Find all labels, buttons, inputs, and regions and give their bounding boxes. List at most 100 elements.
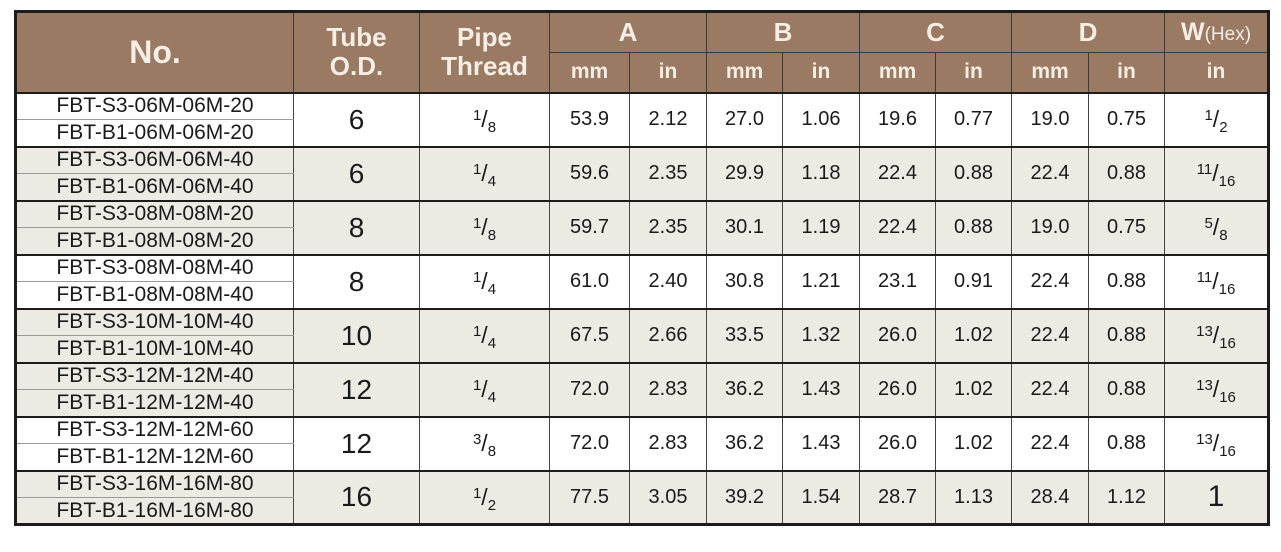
fraction-slash: /: [481, 268, 488, 294]
unit-header-w-in: in: [1164, 52, 1269, 93]
dim-b-mm-cell: 36.2: [706, 361, 783, 417]
dim-c-mm-cell: 26.0: [859, 307, 936, 363]
dim-a-mm-cell: 59.7: [549, 199, 630, 255]
dim-c-mm-cell: 26.0: [859, 415, 936, 471]
fraction: 1/4: [473, 268, 496, 297]
table-row: FBT-B1-08M-08M-40: [15, 281, 1269, 309]
fraction-denominator: 16: [1219, 335, 1236, 352]
dim-a-in-cell: 2.40: [629, 253, 707, 309]
part-number-b1: FBT-B1-10M-10M-40: [15, 335, 294, 363]
table-row: FBT-B1-06M-06M-40: [15, 173, 1269, 201]
fraction-numerator: 1: [472, 377, 482, 394]
fraction-slash: /: [1212, 160, 1219, 186]
pipe-thread-cell: 1/4: [419, 361, 550, 417]
fraction: 1/8: [472, 106, 496, 135]
part-number-b1: FBT-B1-06M-06M-20: [15, 119, 294, 147]
fraction-denominator: 8: [487, 227, 497, 244]
fraction-slash: /: [481, 106, 488, 132]
fraction-numerator: 1: [472, 484, 482, 502]
dim-c-mm-cell: 28.7: [859, 469, 936, 525]
dim-b-mm-cell: 39.2: [706, 469, 783, 525]
fraction-denominator: 8: [1219, 227, 1228, 244]
header-row-main: No. Tube O.D. Pipe Thread A B C D W(Hex): [15, 11, 1269, 93]
dim-a-mm-cell: 67.5: [549, 307, 630, 363]
fraction-numerator: 1: [472, 161, 482, 178]
dim-b-mm-cell: 27.0: [706, 91, 783, 147]
part-number-s3: FBT-S3-08M-08M-20: [15, 199, 294, 228]
header-row-units: mm in mm in mm in mm in in: [16, 52, 1269, 93]
dim-a-in-cell: 2.66: [629, 307, 707, 363]
fraction: 13/16: [1196, 322, 1236, 351]
dim-d-in-cell: 0.88: [1088, 361, 1165, 417]
fraction-denominator: 16: [1218, 173, 1236, 190]
dim-c-mm-cell: 22.4: [859, 199, 936, 255]
column-header-dim-a: A: [549, 11, 707, 53]
dim-b-in-cell: 1.06: [782, 91, 860, 147]
part-number-b1: FBT-B1-06M-06M-40: [15, 173, 294, 201]
fraction-numerator: 11: [1196, 269, 1213, 286]
dim-c-mm-cell: 26.0: [859, 361, 936, 417]
part-number-s3: FBT-S3-16M-16M-80: [15, 469, 294, 498]
fraction-slash: /: [481, 322, 488, 348]
dim-c-mm-cell: 23.1: [859, 253, 936, 309]
dim-c-in-cell: 1.13: [935, 469, 1012, 525]
fraction: 1/2: [472, 484, 496, 513]
pipe-thread-cell: 1/8: [419, 91, 550, 147]
dim-d-mm-cell: 22.4: [1011, 145, 1089, 201]
dim-a-mm-cell: 72.0: [549, 415, 630, 471]
table-row: FBT-B1-10M-10M-40: [15, 335, 1269, 363]
column-header-tube-od: Tube O.D.: [293, 11, 420, 93]
dim-b-in-cell: 1.43: [782, 361, 860, 417]
fraction-slash: /: [1212, 268, 1219, 294]
dim-b-mm-cell: 33.5: [706, 307, 783, 363]
table-row: FBT-B1-12M-12M-60: [15, 443, 1269, 471]
table-header: No. Tube O.D. Pipe Thread A B C D W(Hex)…: [15, 11, 1269, 93]
table-row: FBT-S3-12M-12M-40 12 1/4 72.0 2.83 36.2 1.43 26…: [15, 361, 1269, 417]
fraction: 11/16: [1197, 160, 1236, 189]
fraction-slash: /: [481, 160, 488, 186]
dim-b-in-cell: 1.18: [782, 145, 860, 201]
w-label: W: [1180, 18, 1205, 46]
unit-header-c-mm: mm: [859, 52, 936, 93]
dim-c-in-cell: 1.02: [935, 415, 1012, 471]
unit-header-a-mm: mm: [549, 52, 630, 93]
dim-c-in-cell: 0.91: [935, 253, 1012, 309]
tube-od-cell: 12: [293, 415, 420, 471]
w-hex-cell: 1: [1164, 469, 1269, 525]
fraction-denominator: 8: [487, 443, 497, 460]
dim-c-in-cell: 0.88: [935, 145, 1012, 201]
table-row: FBT-S3-06M-06M-20 6 1/8 53.9 2.12 27.0 1.06 19.…: [15, 91, 1269, 147]
part-number-s3: FBT-S3-12M-12M-40: [15, 361, 294, 390]
fraction-denominator: 16: [1219, 389, 1236, 406]
unit-header-c-in: in: [935, 52, 1012, 93]
tube-od-cell: 12: [293, 361, 420, 417]
fraction-slash: /: [481, 214, 488, 240]
dim-b-in-cell: 1.43: [782, 415, 860, 471]
dim-b-in-cell: 1.21: [782, 253, 860, 309]
part-number-s3: FBT-S3-06M-06M-40: [15, 145, 294, 174]
table-row: FBT-B1-06M-06M-20: [15, 119, 1269, 147]
dim-d-mm-cell: 22.4: [1011, 307, 1089, 363]
fraction-slash: /: [1212, 214, 1220, 240]
unit-header-d-in: in: [1088, 52, 1165, 93]
fraction: 1/4: [473, 322, 496, 351]
fraction-denominator: 2: [487, 496, 497, 514]
fraction-numerator: 1: [472, 215, 482, 232]
w-hex-suffix: (Hex): [1204, 24, 1252, 45]
fraction-numerator: 1: [472, 107, 482, 124]
dim-c-in-cell: 0.77: [935, 91, 1012, 147]
fraction-denominator: 4: [487, 173, 497, 190]
part-number-s3: FBT-S3-06M-06M-20: [15, 91, 294, 120]
column-header-dim-c: C: [859, 11, 1012, 53]
pipe-thread-cell: 1/4: [419, 145, 550, 201]
fraction-denominator: 4: [487, 389, 497, 406]
dim-c-in-cell: 1.02: [935, 307, 1012, 363]
tube-od-line1: Tube: [326, 22, 387, 53]
column-header-dim-d: D: [1011, 11, 1165, 53]
w-hex-cell: 13/16: [1164, 415, 1269, 471]
dim-b-mm-cell: 36.2: [706, 415, 783, 471]
tube-od-line2: O.D.: [329, 51, 384, 82]
dim-d-in-cell: 0.88: [1088, 145, 1165, 201]
unit-header-b-mm: mm: [706, 52, 783, 93]
fraction-numerator: 5: [1204, 215, 1213, 232]
